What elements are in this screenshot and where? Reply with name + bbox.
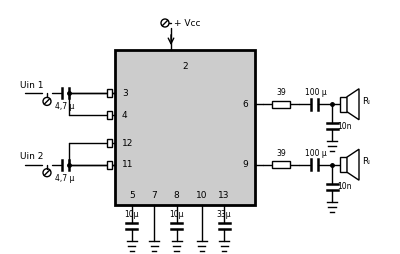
Text: 13: 13 — [218, 191, 230, 200]
Bar — [340, 97, 347, 112]
Bar — [107, 111, 112, 119]
Text: + Vcc: + Vcc — [174, 19, 200, 27]
Text: 4: 4 — [122, 110, 128, 120]
Text: Uin 1: Uin 1 — [20, 81, 44, 90]
Polygon shape — [347, 149, 359, 180]
Text: 10μ: 10μ — [169, 210, 184, 219]
Text: 39: 39 — [276, 149, 286, 158]
Text: Rₗ: Rₗ — [362, 157, 370, 166]
Text: 3: 3 — [122, 89, 128, 98]
Bar — [340, 157, 347, 172]
Text: 10n: 10n — [337, 182, 352, 191]
Text: 100 μ: 100 μ — [305, 149, 327, 158]
Text: 7: 7 — [151, 191, 157, 200]
Bar — [107, 161, 112, 169]
Text: 8: 8 — [174, 191, 180, 200]
Bar — [272, 101, 290, 108]
Text: 6: 6 — [242, 100, 248, 109]
Text: 4,7 μ: 4,7 μ — [55, 102, 75, 112]
Bar — [107, 89, 112, 97]
Text: 33μ: 33μ — [217, 210, 232, 219]
Text: Rₗ: Rₗ — [362, 97, 370, 106]
Bar — [115, 50, 255, 205]
Text: 12: 12 — [122, 138, 133, 148]
Bar — [272, 161, 290, 168]
Text: 10n: 10n — [337, 122, 352, 131]
Text: 5: 5 — [129, 191, 135, 200]
Text: 11: 11 — [122, 160, 134, 169]
Polygon shape — [347, 89, 359, 120]
Text: 39: 39 — [276, 88, 286, 97]
Bar — [107, 139, 112, 147]
Text: 4,7 μ: 4,7 μ — [55, 174, 75, 183]
Text: 10μ: 10μ — [124, 210, 139, 219]
Text: Uin 2: Uin 2 — [20, 152, 43, 161]
Text: 9: 9 — [242, 160, 248, 169]
Text: 100 μ: 100 μ — [305, 88, 327, 97]
Text: 10: 10 — [196, 191, 208, 200]
Text: 2: 2 — [182, 62, 188, 71]
